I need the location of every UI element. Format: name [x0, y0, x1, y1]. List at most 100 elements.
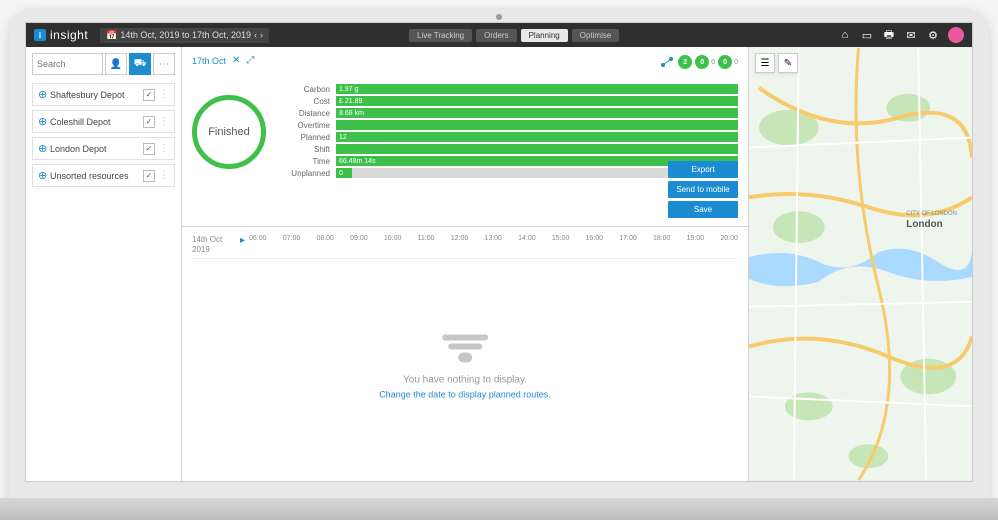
metric-label: Distance [282, 109, 336, 118]
top-icons: ⌂ ▭ 🖶 ✉ ⚙ [838, 27, 964, 43]
depot-item[interactable]: ⊕ Unsorted resources ✓ ⋮ [32, 164, 175, 187]
tab-optimise[interactable]: Optimise [572, 29, 620, 42]
timeline-hour: 06:00 [249, 235, 267, 242]
date-range-text: 14th Oct, 2019 to 17th Oct, 2019 [120, 30, 251, 40]
metric-row: Carbon1.97 g [282, 84, 738, 94]
metric-fill: 1.97 g [336, 84, 738, 94]
kebab-icon[interactable]: ⋮ [159, 116, 169, 127]
status-pill: 2 [678, 55, 692, 69]
close-icon[interactable]: ✕ [232, 55, 240, 66]
user-filter-button[interactable]: 👤 [105, 53, 127, 75]
save-button[interactable]: Save [668, 201, 738, 218]
tab-live-tracking[interactable]: Live Tracking [409, 29, 472, 42]
empty-state-icon [379, 335, 551, 363]
metric-row: Distance8.68 km [282, 108, 738, 118]
timeline-hour: 17:00 [619, 235, 637, 242]
metric-row: Cost£ 21.89 [282, 96, 738, 106]
status-text: Finished [208, 126, 250, 138]
depot-label: Coleshill Depot [50, 117, 143, 127]
summary-date: 17th Oct [192, 56, 226, 66]
tab-orders[interactable]: Orders [476, 29, 516, 42]
search-input[interactable] [32, 53, 103, 75]
tab-planning[interactable]: Planning [521, 29, 568, 42]
chevron-right-icon[interactable]: › [260, 30, 263, 40]
metric-track: 8.68 km [336, 108, 738, 118]
timeline-hour: 11:00 [418, 235, 435, 242]
metric-track: £ 21.89 [336, 96, 738, 106]
map-draw-button[interactable]: ✎ [778, 53, 798, 73]
status-ring: Finished [192, 95, 266, 169]
action-buttons: Export Send to mobile Save [668, 161, 738, 218]
home-icon[interactable]: ⌂ [838, 28, 852, 42]
empty-title: You have nothing to display. [379, 375, 551, 386]
timeline-hour: 15:00 [552, 235, 570, 242]
depot-item[interactable]: ⊕ London Depot ✓ ⋮ [32, 137, 175, 160]
send-to-mobile-button[interactable]: Send to mobile [668, 181, 738, 198]
timeline-hour: 08:00 [316, 235, 334, 242]
metric-fill: 0 [336, 168, 352, 178]
chevron-left-icon[interactable]: ‹ [254, 30, 257, 40]
search-row: 👤 ⛟ ⋯ [32, 53, 175, 75]
timeline-hour: 07:00 [283, 235, 301, 242]
sidebar: 👤 ⛟ ⋯ ⊕ Shaftesbury Depot ✓ ⋮ ⊕ Coleshil… [26, 47, 182, 481]
options-button[interactable]: ⋯ [153, 53, 175, 75]
pill-value: 0 [718, 55, 732, 69]
metric-track [336, 144, 738, 154]
camera-dot [496, 14, 502, 20]
expand-icon[interactable]: ⊕ [38, 142, 50, 155]
settings-icon[interactable]: ⚙ [926, 28, 940, 42]
depot-label: Shaftesbury Depot [50, 90, 143, 100]
calendar-icon: 📅 [106, 30, 117, 41]
route-icon [659, 55, 675, 69]
metric-track [336, 120, 738, 130]
summary-row: Finished Carbon1.97 g Cost£ 21.89 Distance… [192, 84, 738, 180]
chevron-right-icon[interactable]: ▸ [240, 235, 245, 246]
kebab-icon[interactable]: ⋮ [159, 170, 169, 181]
avatar[interactable] [948, 27, 964, 43]
map-layers-button[interactable]: ☰ [755, 53, 775, 73]
map-city-label: London [906, 219, 942, 230]
depot-checkbox[interactable]: ✓ [143, 170, 155, 182]
expand-icon[interactable]: ⊕ [38, 88, 50, 101]
summary-date-header: 17th Oct ✕ ⤢ [192, 55, 738, 66]
metric-track: 12 [336, 132, 738, 142]
metric-row: Shift [282, 144, 738, 154]
pill-label: 0 [734, 59, 738, 66]
laptop-base [0, 498, 998, 520]
metric-fill: 8.68 km [336, 108, 738, 118]
fullscreen-icon[interactable]: ⤢ [246, 55, 254, 66]
main-area: 👤 ⛟ ⋯ ⊕ Shaftesbury Depot ✓ ⋮ ⊕ Coleshil… [26, 47, 972, 481]
kebab-icon[interactable]: ⋮ [159, 143, 169, 154]
expand-icon[interactable]: ⊕ [38, 115, 50, 128]
pill-value: 2 [678, 55, 692, 69]
print-icon[interactable]: 🖶 [882, 28, 896, 42]
depot-checkbox[interactable]: ✓ [143, 116, 155, 128]
map-panel[interactable]: ☰ ✎ [748, 47, 972, 481]
mail-icon[interactable]: ✉ [904, 28, 918, 42]
timeline-date-line2: 2019 [192, 245, 236, 255]
brand: i insight [34, 28, 88, 42]
timeline-date: 14th Oct 2019 [192, 235, 236, 254]
vehicle-filter-button[interactable]: ⛟ [129, 53, 151, 75]
timeline-hour: 14:00 [518, 235, 536, 242]
pill-label: 0 [711, 59, 715, 66]
metric-label: Unplanned [282, 169, 336, 178]
depot-item[interactable]: ⊕ Shaftesbury Depot ✓ ⋮ [32, 83, 175, 106]
depot-item[interactable]: ⊕ Coleshill Depot ✓ ⋮ [32, 110, 175, 133]
empty-subtitle-link[interactable]: Change the date to display planned route… [379, 390, 551, 400]
timeline-hours: 06:0007:0008:0009:0010:0011:0012:0013:00… [249, 235, 738, 242]
map-controls: ☰ ✎ [755, 53, 798, 73]
kebab-icon[interactable]: ⋮ [159, 89, 169, 100]
depot-checkbox[interactable]: ✓ [143, 143, 155, 155]
timeline-hour: 18:00 [653, 235, 671, 242]
app-screen: i insight 📅 14th Oct, 2019 to 17th Oct, … [25, 22, 973, 482]
timeline-hour: 20:00 [720, 235, 738, 242]
screen-icon[interactable]: ▭ [860, 28, 874, 42]
metric-fill: 12 [336, 132, 738, 142]
export-button[interactable]: Export [668, 161, 738, 178]
expand-icon[interactable]: ⊕ [38, 169, 50, 182]
depot-checkbox[interactable]: ✓ [143, 89, 155, 101]
date-range-picker[interactable]: 📅 14th Oct, 2019 to 17th Oct, 2019 ‹ › [100, 28, 269, 43]
timeline-hour: 09:00 [350, 235, 368, 242]
timeline-hour: 10:00 [384, 235, 402, 242]
